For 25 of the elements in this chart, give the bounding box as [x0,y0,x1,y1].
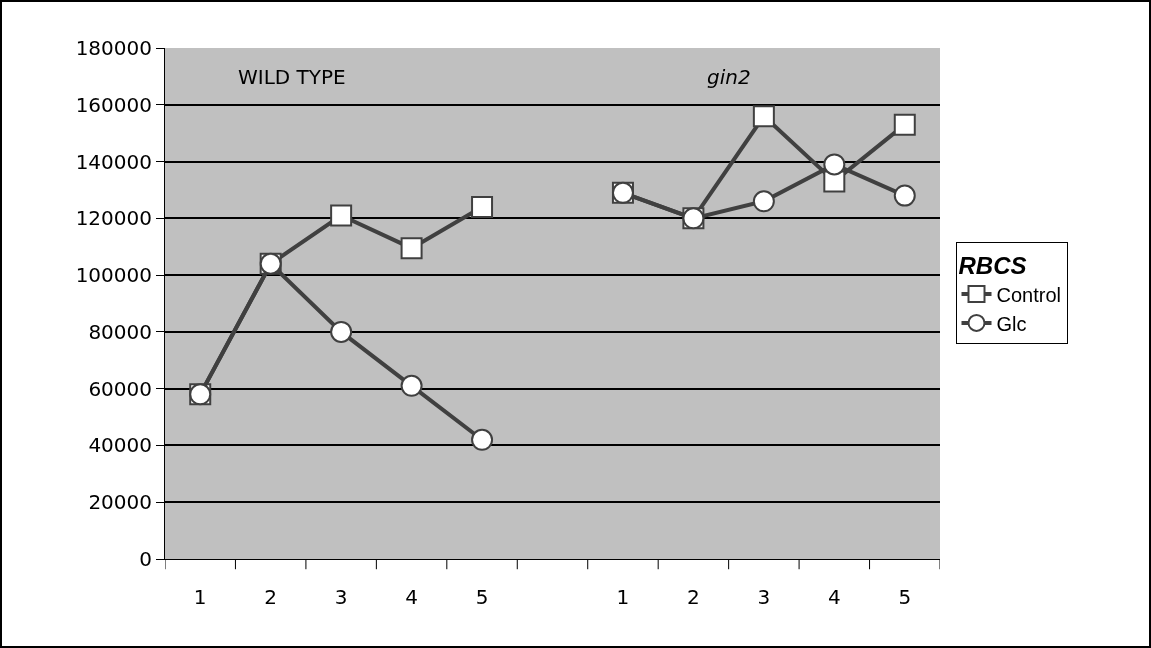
x-tick-label: 3 [757,585,771,609]
y-tick-label: 40000 [88,433,152,458]
x-tick-label: 1 [193,585,207,609]
legend-title: RBCS [958,252,1027,280]
x-tick-label: 2 [687,585,700,609]
x-tick-label: 5 [475,585,489,609]
y-tick-label: 140000 [75,149,152,174]
x-tick-label: 4 [405,585,418,609]
x-tick-label: 2 [264,585,278,609]
x-tick-label: 1 [616,585,630,609]
annotation: gin2 [707,65,751,89]
y-tick-label: 160000 [75,92,152,117]
y-tick-label: 60000 [88,376,152,401]
x-tick-label: 3 [334,585,348,609]
annotation: WILD TYPE [238,65,346,89]
legend-label: Control [996,283,1061,306]
x-tick-label: 5 [898,585,912,609]
y-tick-label: 100000 [75,263,152,288]
y-tick-label: 0 [139,547,152,571]
y-tick-label: 120000 [75,206,152,231]
y-tick-label: 80000 [88,319,152,344]
y-tick-label: 20000 [88,490,152,515]
legend-label: Glc [996,312,1027,335]
x-tick-label: 4 [827,585,841,609]
y-tick-label: 180000 [75,36,152,60]
